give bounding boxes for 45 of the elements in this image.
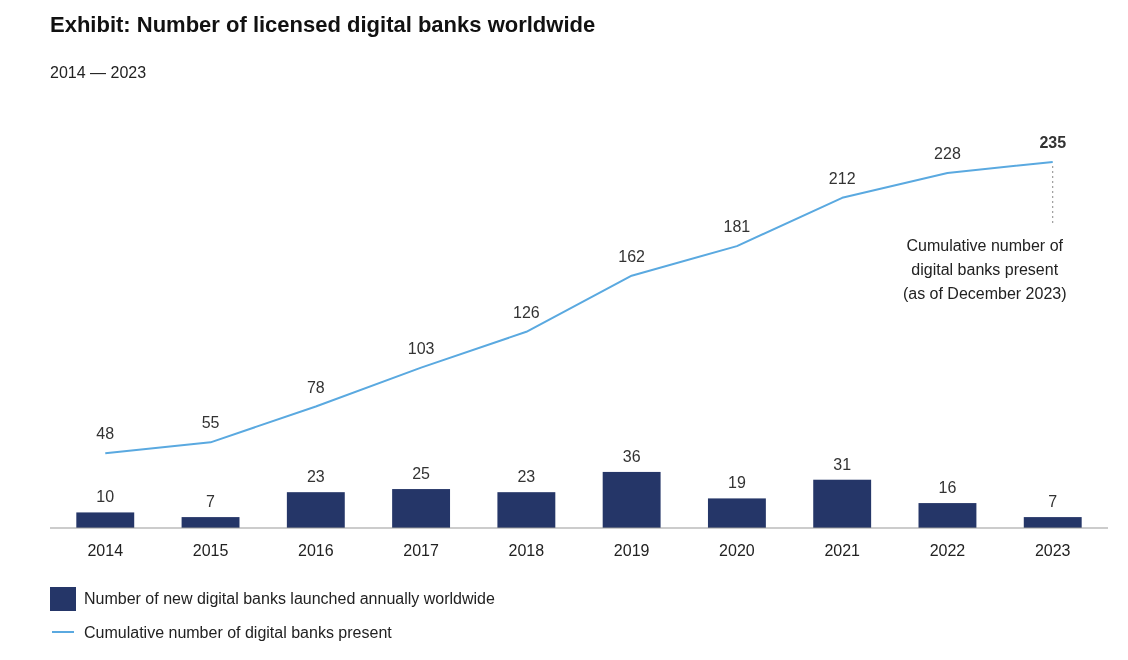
data-label: 10 — [96, 488, 115, 506]
bar — [1023, 517, 1082, 528]
data-label: 31 — [833, 455, 852, 473]
x-tick-label: 2023 — [1034, 542, 1071, 559]
bar — [181, 517, 240, 528]
data-label: 7 — [206, 493, 216, 511]
bar — [286, 492, 345, 528]
data-label: 78 — [306, 378, 325, 396]
x-tick-label: 2020 — [719, 542, 755, 559]
data-label: 162 — [618, 247, 646, 265]
x-tick-label: 2015 — [192, 542, 229, 559]
data-label: 16 — [938, 479, 957, 497]
data-label: 23 — [517, 468, 536, 486]
data-label: 126 — [513, 303, 540, 321]
data-label: 25 — [412, 465, 431, 483]
x-tick-label: 2021 — [824, 542, 861, 559]
x-tick-label: 2022 — [929, 542, 966, 559]
bar — [813, 479, 872, 528]
legend-label: Cumulative number of digital banks present — [84, 624, 393, 641]
bar — [918, 503, 977, 528]
data-label: 19 — [728, 474, 746, 492]
legend-label: Number of new digital banks launched annually worldwide — [84, 590, 496, 607]
x-tick-label: 2019 — [613, 542, 650, 559]
bar — [76, 512, 135, 528]
data-label: 212 — [828, 169, 856, 187]
data-label: 23 — [306, 468, 325, 486]
data-label: 228 — [934, 144, 961, 162]
data-label: 103 — [407, 339, 435, 357]
x-tick-label: 2016 — [298, 542, 334, 559]
data-label: 235 — [1039, 134, 1067, 151]
bar — [392, 489, 451, 528]
bar — [707, 498, 766, 528]
data-label: 36 — [622, 447, 641, 465]
bar — [602, 471, 661, 528]
x-tick-label: 2017 — [403, 542, 439, 559]
data-label: 48 — [96, 425, 115, 443]
x-tick-label: 2018 — [508, 542, 545, 559]
data-label: 181 — [723, 218, 751, 236]
chart-title: Exhibit: Number of licensed digital banks worldwide — [50, 12, 596, 37]
annotation: Cumulative number of digital banks present (as of December 2023) — [902, 237, 1067, 302]
chart-subtitle: 2014 — 2023 — [50, 64, 147, 81]
x-tick-label: 2014 — [87, 542, 124, 559]
data-label: 55 — [201, 414, 220, 432]
data-label: 7 — [1048, 493, 1058, 511]
bar — [497, 492, 556, 528]
